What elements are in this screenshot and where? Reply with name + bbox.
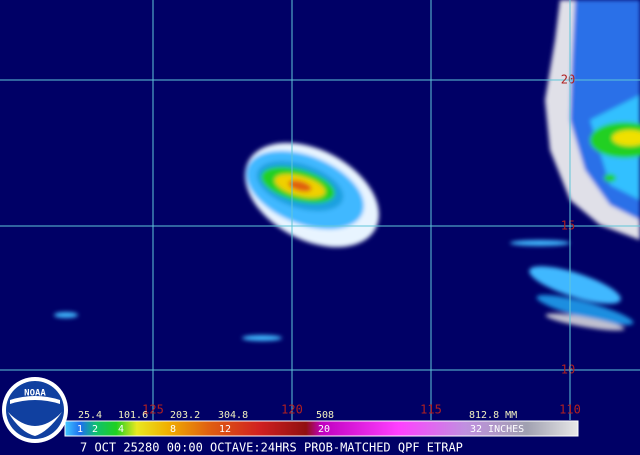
- longitude-label: 115: [420, 403, 442, 417]
- latitude-label: 15: [561, 219, 575, 233]
- longitude-label: 120: [281, 403, 303, 417]
- color-bar: [64, 420, 579, 437]
- latitude-label: 20: [561, 73, 575, 87]
- inch-label: 2: [92, 424, 98, 435]
- precip-main: [245, 142, 379, 248]
- mm-label: 304.8: [218, 410, 248, 421]
- grid: 20 15 10 125 120 115 110: [0, 0, 640, 420]
- longitude-label: 125: [142, 403, 164, 417]
- mm-label: 812.8 MM: [469, 410, 517, 421]
- noaa-logo: NOAA: [2, 377, 68, 443]
- footer: 7 OCT 25280 00:00 OCTAVE:24HRS PROB-MATC…: [80, 441, 463, 455]
- inch-label: 32 INCHES: [470, 424, 524, 435]
- logo-text: NOAA: [24, 389, 46, 399]
- longitude-label: 110: [559, 403, 581, 417]
- mm-label: 101.6: [118, 410, 148, 421]
- mm-label: 25.4: [78, 410, 102, 421]
- legend: 25.4 101.6 203.2 304.8 508 812.8 MM 1 2 4 8 12 20 32…: [77, 410, 524, 435]
- inch-label: 8: [170, 424, 176, 435]
- mm-label: 508: [316, 410, 334, 421]
- mm-label: 203.2: [170, 410, 200, 421]
- inch-label: 20: [318, 424, 330, 435]
- precip-east: [545, 0, 640, 240]
- inch-label: 4: [118, 424, 124, 435]
- precip-southeast: [54, 240, 634, 341]
- inch-label: 12: [219, 424, 231, 435]
- inch-label: 1: [77, 424, 83, 435]
- latitude-label: 10: [561, 363, 575, 377]
